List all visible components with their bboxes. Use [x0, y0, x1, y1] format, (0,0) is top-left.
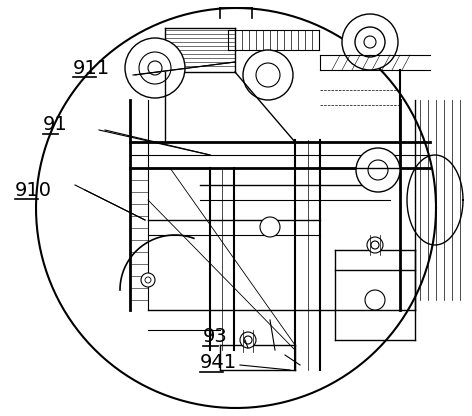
- Text: 910: 910: [15, 181, 52, 200]
- Circle shape: [240, 332, 256, 348]
- Text: 941: 941: [200, 354, 237, 372]
- Circle shape: [368, 160, 388, 180]
- Circle shape: [244, 336, 252, 344]
- Circle shape: [125, 38, 185, 98]
- Circle shape: [139, 52, 171, 84]
- Circle shape: [355, 27, 385, 57]
- Circle shape: [367, 237, 383, 253]
- Circle shape: [148, 61, 162, 75]
- Text: 93: 93: [203, 327, 228, 347]
- Circle shape: [356, 148, 400, 192]
- Circle shape: [365, 290, 385, 310]
- Circle shape: [256, 63, 280, 87]
- Circle shape: [243, 50, 293, 100]
- Circle shape: [342, 14, 398, 70]
- Circle shape: [260, 217, 280, 237]
- Circle shape: [371, 241, 379, 249]
- Circle shape: [141, 273, 155, 287]
- Text: 911: 911: [73, 59, 110, 77]
- Circle shape: [145, 277, 151, 283]
- Text: 91: 91: [43, 116, 68, 134]
- Circle shape: [364, 36, 376, 48]
